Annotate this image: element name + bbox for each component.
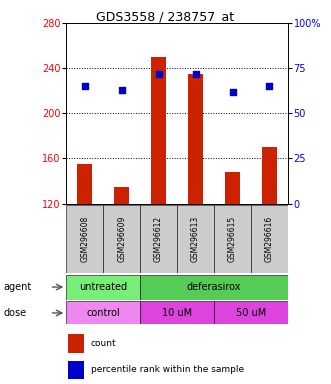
Bar [66, 275, 140, 300]
Text: dose: dose [3, 308, 26, 318]
Text: untreated: untreated [79, 282, 127, 292]
Text: agent: agent [3, 282, 31, 292]
Text: count: count [91, 339, 116, 348]
Text: control: control [86, 308, 120, 318]
Text: 50 uM: 50 uM [236, 308, 266, 318]
Bar [114, 187, 129, 204]
Bar [151, 57, 166, 204]
Bar [140, 275, 288, 300]
Bar [66, 205, 103, 273]
Text: GSM296613: GSM296613 [191, 216, 200, 262]
Bar [177, 205, 214, 273]
Bar [214, 301, 288, 324]
Bar [214, 205, 251, 273]
Text: GSM296615: GSM296615 [228, 216, 237, 262]
Point [193, 71, 198, 77]
Bar [140, 205, 177, 273]
Text: percentile rank within the sample: percentile rank within the sample [91, 366, 244, 374]
Bar [262, 147, 277, 204]
Text: GSM296608: GSM296608 [80, 216, 89, 262]
Point [82, 83, 87, 89]
Text: GDS3558 / 238757_at: GDS3558 / 238757_at [96, 10, 235, 23]
Text: GSM296616: GSM296616 [265, 216, 274, 262]
Point [119, 87, 124, 93]
Bar [69, 334, 84, 353]
Text: GSM296609: GSM296609 [117, 216, 126, 262]
Bar [140, 301, 214, 324]
Point [267, 83, 272, 89]
Point [156, 71, 161, 77]
Bar [69, 361, 84, 379]
Text: GSM296612: GSM296612 [154, 216, 163, 262]
Bar [225, 172, 240, 204]
Point [230, 89, 235, 95]
Bar [188, 74, 203, 204]
Bar [77, 164, 92, 204]
Text: 10 uM: 10 uM [162, 308, 192, 318]
Bar [66, 301, 140, 324]
Text: deferasirox: deferasirox [187, 282, 241, 292]
Bar [251, 205, 288, 273]
Bar [103, 205, 140, 273]
